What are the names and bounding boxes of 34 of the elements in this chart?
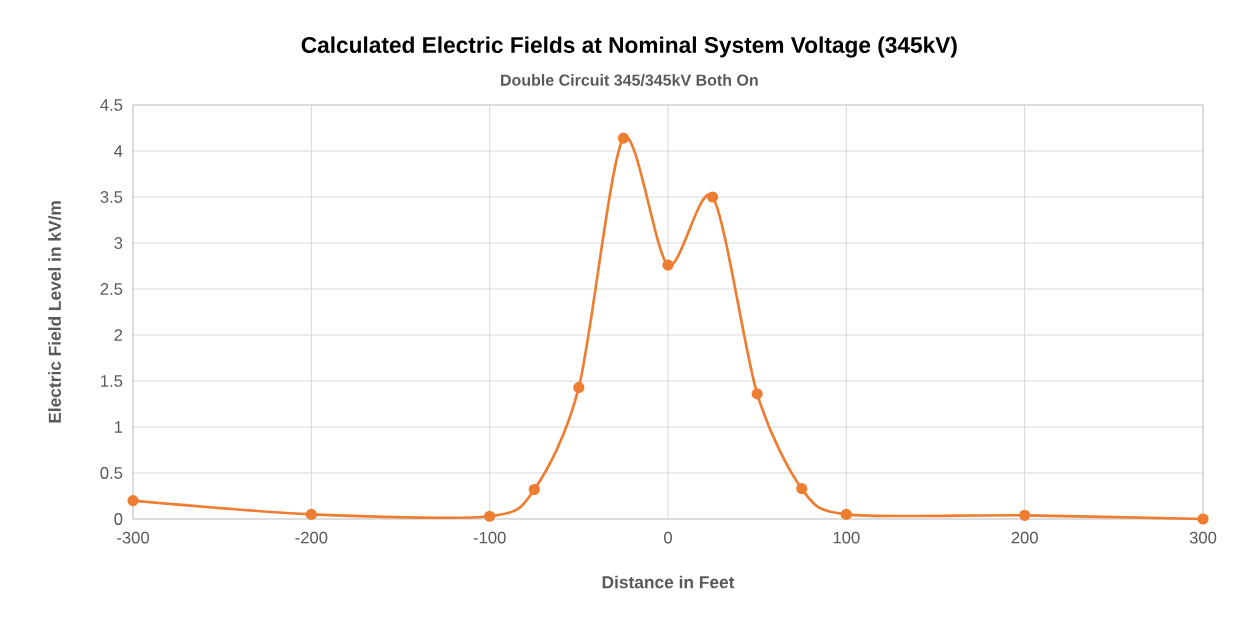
x-tick-label: 200	[1011, 531, 1038, 544]
y-tick-label: 1.5	[101, 375, 123, 387]
x-tick-label: 0	[664, 531, 672, 544]
point	[796, 483, 808, 495]
chart-subtitle: Double Circuit 345/345kV Both On	[501, 74, 758, 86]
point	[127, 494, 139, 507]
x-tick-label: -100	[473, 531, 506, 544]
y-tick-label: 1	[114, 421, 123, 433]
y-tick-label: 4	[114, 145, 123, 157]
point	[1019, 509, 1031, 521]
point	[751, 388, 763, 400]
y-tick-label: 0.5	[100, 467, 123, 479]
point	[840, 508, 852, 521]
x-tick-label: -200	[295, 531, 328, 544]
y-tick-label: 0	[114, 513, 123, 525]
y-tick-label: 2	[114, 329, 123, 341]
y-tick-label: 4.5	[100, 99, 123, 111]
x-tick-label: -300	[117, 531, 150, 544]
point	[305, 508, 317, 521]
point	[484, 510, 496, 522]
point	[573, 381, 585, 394]
x-tick-label: 300	[1189, 531, 1217, 544]
x-axis-title: Distance in Feet	[602, 575, 735, 589]
point	[706, 191, 719, 203]
point	[1197, 513, 1209, 525]
point	[662, 259, 674, 271]
point	[528, 483, 540, 496]
y-tick-label: 3.5	[100, 191, 123, 203]
point	[617, 132, 630, 144]
y-tick-label: 3	[114, 237, 123, 249]
y-axis-title: Electric Field Level in kV/m	[48, 201, 62, 423]
y-tick-label: 2.5	[100, 283, 123, 295]
chart-title: Calculated Electric Fields at Nominal System Voltage (345kV)	[301, 36, 957, 58]
x-tick-label: 100	[833, 531, 860, 544]
